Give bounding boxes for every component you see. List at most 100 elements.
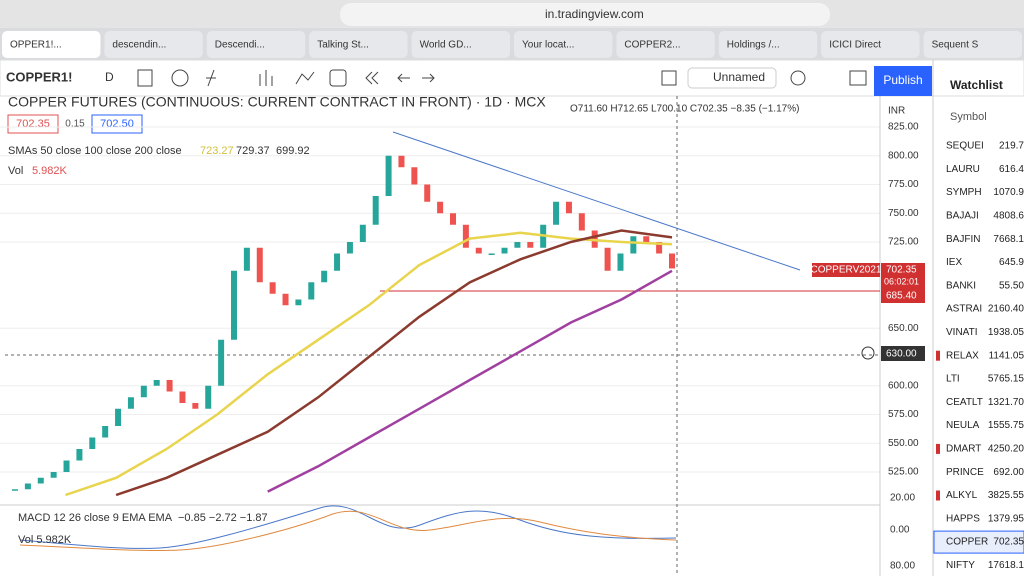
candle [450,213,456,225]
tab[interactable] [616,31,715,58]
trend-line[interactable] [392,131,801,271]
tab-label: World GD... [420,40,472,51]
candle [617,253,624,271]
watch-symbol[interactable]: BANKI [946,280,976,291]
publish-label: Publish [883,73,922,87]
candle [12,489,18,491]
watch-symbol[interactable]: NEULA [946,420,980,431]
watch-symbol[interactable]: ASTRAI [946,304,982,315]
address-bar[interactable] [340,3,830,26]
watch-symbol[interactable]: BAJAJI [946,211,979,222]
candle [63,460,70,472]
candle [514,242,521,248]
candle [50,472,57,478]
moving-average [267,269,673,493]
candle [643,236,650,242]
candle [231,270,237,340]
watch-symbol[interactable]: PRINCE [946,467,984,478]
candle [153,380,160,386]
moving-average [115,229,673,497]
watch-price: 692.00 [993,467,1024,478]
watch-price: 219.7 [999,141,1024,152]
watch-symbol[interactable]: SEQUEI [946,141,984,152]
watch-symbol[interactable]: LAURU [946,164,980,175]
bid: 702.35 [16,118,50,130]
watch-symbol[interactable]: SYMPH [946,187,982,198]
watch-symbol[interactable]: HAPPS [946,513,980,524]
toolbar [0,59,1024,97]
tab-label: Your locat... [522,40,574,51]
candle [346,242,353,254]
candle [179,391,186,403]
watch-symbol[interactable]: COPPER [946,537,988,548]
candle [398,155,405,168]
candle [76,449,83,461]
watch-symbol[interactable]: CEATLT [946,397,983,408]
candle [334,253,341,271]
bid-box[interactable] [7,114,59,134]
candle [437,201,444,214]
candle [553,201,560,225]
watch-price: 1555.75 [988,420,1024,431]
symbol-tag-box [812,263,880,277]
add-button[interactable] [861,346,875,360]
candle [37,477,44,484]
watch-symbol[interactable]: NIFTY [946,560,975,571]
watch-symbol[interactable]: ALKYL [946,490,978,501]
tab-label: Talking St... [317,40,369,51]
watch-price: 702.35 [993,537,1024,548]
candle [140,385,147,398]
watch-price: 7668.1 [993,234,1024,245]
price-label: 575.00 [888,409,919,420]
ohlc: O711.60 H712.65 L700.10 C702.35 −8.35 (−… [570,104,799,115]
watch-symbol[interactable]: VINATI [946,327,977,338]
candle [578,213,585,231]
tab[interactable] [923,31,1022,58]
tab[interactable] [309,31,408,58]
ask: 702.50 [100,118,134,130]
candle [192,403,199,409]
sma-value: 729.37 [236,145,270,157]
flag [936,490,940,501]
tab[interactable] [514,31,613,58]
publish-button[interactable] [874,66,932,96]
tab[interactable] [2,31,101,58]
candle [127,397,134,409]
url: in.tradingview.com [545,7,644,21]
candle [218,339,225,386]
price-label: 750.00 [888,208,919,219]
tab-label: ICICI Direct [829,40,881,51]
ask-box[interactable] [91,114,143,134]
macd-axis-label: 80.00 [890,561,915,572]
price-label: 550.00 [888,438,919,449]
watch-price: 4250.20 [988,444,1024,455]
watch-price: 17618.1 [988,560,1024,571]
price-label: 650.00 [888,323,919,334]
watch-price: 5765.15 [988,374,1024,385]
chart-title: COPPER FUTURES (CONTINUOUS: CURRENT CONT… [8,94,546,110]
watch-symbol[interactable]: LTI [946,374,960,385]
layout-button[interactable] [687,67,777,89]
watch-symbol[interactable]: BAJFIN [946,234,980,245]
tab[interactable] [821,31,920,58]
tab[interactable] [411,31,510,58]
watch-price: 55.50 [999,280,1024,291]
watch-price: 616.4 [999,164,1024,175]
tab[interactable] [718,31,818,58]
candle [385,155,392,196]
tab[interactable] [104,31,203,58]
candle [411,167,418,185]
price-label: 725.00 [888,237,919,248]
candle [462,224,469,248]
candle [205,385,212,409]
flag [936,350,940,361]
price-label: 525.00 [888,467,919,478]
symbol[interactable]: COPPER1! [6,69,72,84]
watch-symbol[interactable]: IEX [946,257,962,268]
watch-symbol[interactable]: RELAX [946,350,979,361]
tab[interactable] [206,31,306,58]
layout-name: Unnamed [713,70,765,84]
candle [475,247,482,254]
interval[interactable]: D [105,70,114,84]
watch-symbol[interactable]: DMART [946,444,981,455]
